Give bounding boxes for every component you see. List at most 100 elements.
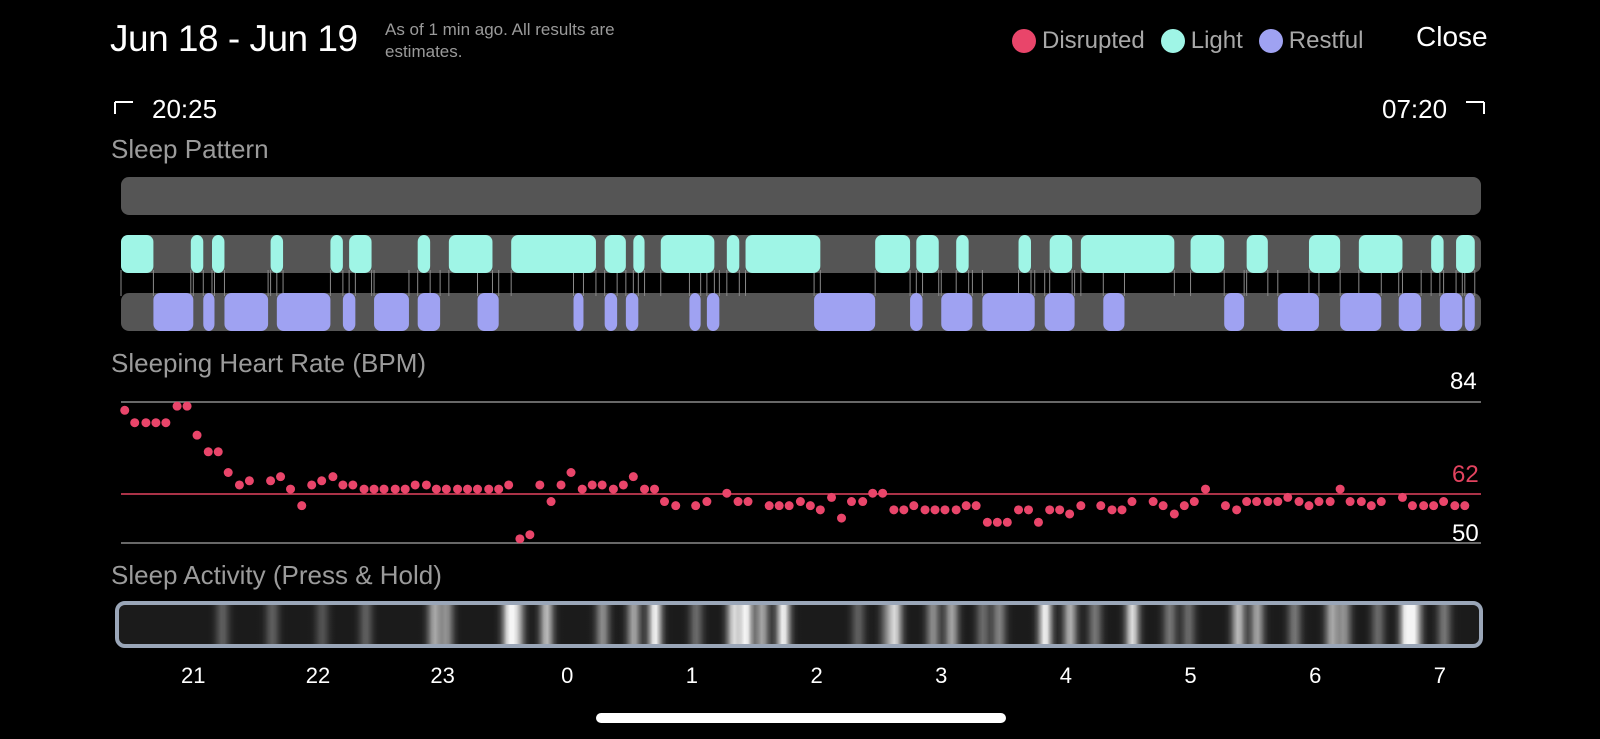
heart-rate-point — [1294, 497, 1304, 507]
heart-rate-point — [525, 530, 535, 540]
heart-rate-point — [743, 497, 753, 507]
heart-rate-point — [213, 447, 223, 457]
heart-rate-point — [1002, 517, 1012, 527]
axis-tick-label: 0 — [561, 663, 574, 688]
heart-rate-point — [992, 517, 1002, 527]
light-segment — [1358, 235, 1403, 273]
heart-rate-point — [827, 492, 837, 502]
light-segment — [745, 235, 821, 273]
light-segment — [211, 235, 225, 273]
heart-rate-point — [1014, 505, 1024, 515]
heart-rate-point — [889, 505, 899, 515]
restful-segment — [1340, 293, 1382, 331]
heart-rate-point — [328, 472, 338, 482]
heart-rate-point — [182, 401, 192, 411]
heart-rate-point — [1117, 505, 1127, 515]
restful-segment — [1398, 293, 1422, 331]
heart-rate-point — [691, 501, 701, 511]
light-segment — [726, 235, 740, 273]
heart-rate-point — [702, 497, 712, 507]
close-button[interactable]: Close — [1416, 21, 1488, 52]
heart-rate-point — [307, 480, 317, 490]
light-segment — [604, 235, 626, 273]
heart-rate-point — [951, 505, 961, 515]
restful-segment — [374, 293, 409, 331]
as-of-note: As of 1 min ago. All results are estimat… — [385, 20, 615, 61]
restful-dot-icon — [1258, 29, 1283, 53]
light-segment — [1018, 235, 1031, 273]
light-dot-icon — [1160, 29, 1185, 53]
heart-rate-point — [858, 497, 868, 507]
restful-segment — [1224, 293, 1245, 331]
heart-rate-point — [940, 505, 950, 515]
sleep-activity-heading: Sleep Activity (Press & Hold) — [111, 560, 442, 590]
heart-rate-point — [161, 418, 171, 428]
heart-rate-point — [1304, 501, 1314, 511]
heart-rate-point — [764, 501, 774, 511]
heart-rate-point — [244, 476, 254, 486]
heart-rate-point — [286, 484, 296, 494]
heart-rate-point — [597, 480, 607, 490]
heart-rate-point — [1314, 497, 1324, 507]
restful-segment — [417, 293, 441, 331]
restful-segment — [814, 293, 876, 331]
heart-rate-point — [1366, 501, 1376, 511]
heart-rate-point — [1376, 497, 1386, 507]
disrupted-dot-icon — [1012, 29, 1036, 53]
disrupted-track — [121, 177, 1481, 215]
restful-segment — [1044, 293, 1075, 331]
heart-rate-point — [805, 501, 815, 511]
restful-track — [121, 293, 1481, 331]
restful-segment — [604, 293, 618, 331]
heart-rate-point — [1419, 501, 1429, 511]
heart-rate-point — [733, 497, 743, 507]
legend-restful: Restful — [1258, 27, 1363, 55]
heart-rate-point — [1023, 505, 1033, 515]
heart-rate-point — [837, 513, 847, 523]
heart-rate-point — [203, 447, 213, 457]
heart-rate-point — [1045, 505, 1055, 515]
heart-rate-point — [1450, 501, 1460, 511]
heart-rate-point — [1429, 501, 1439, 511]
time-axis: 21 22 23 0 1 2 3 4 5 6 7 — [0, 663, 1600, 693]
light-segment — [417, 235, 431, 273]
heart-rate-point — [1127, 497, 1137, 507]
heart-rate-point — [1189, 497, 1199, 507]
heart-rate-point — [192, 430, 202, 440]
heart-rate-point — [441, 484, 451, 494]
heart-rate-point — [494, 484, 504, 494]
heart-rate-point — [369, 484, 379, 494]
sleep-pattern-chart[interactable] — [0, 170, 1600, 340]
heart-rate-point — [846, 497, 856, 507]
heart-rate-point — [961, 501, 971, 511]
heart-rate-point — [1252, 497, 1262, 507]
heart-rate-point — [400, 484, 410, 494]
light-segment — [121, 235, 154, 273]
heart-rate-point — [1169, 509, 1179, 519]
light-segments — [121, 235, 1475, 273]
heart-rate-point — [795, 497, 805, 507]
light-segment — [1246, 235, 1268, 273]
heart-rate-chart[interactable] — [0, 390, 1600, 550]
axis-tick-label: 4 — [1059, 663, 1073, 688]
axis-tick-label: 23 — [430, 663, 455, 688]
heart-rate-point — [1096, 501, 1106, 511]
heart-rate-point — [410, 480, 420, 490]
heart-rate-point — [930, 505, 940, 515]
home-indicator[interactable] — [596, 713, 1006, 723]
axis-tick-label: 21 — [181, 663, 206, 688]
light-segment — [1049, 235, 1073, 273]
restful-segment — [203, 293, 215, 331]
light-segment — [1308, 235, 1341, 273]
heart-rate-point — [618, 480, 628, 490]
axis-tick-label: 2 — [810, 663, 823, 688]
heart-rate-point — [577, 484, 587, 494]
legend-disrupted-label: Disrupted — [1042, 27, 1145, 54]
heart-rate-point — [1242, 497, 1252, 507]
light-segment — [660, 235, 715, 273]
heart-rate-point — [587, 480, 597, 490]
heart-rate-max-label: 84 — [1450, 368, 1477, 395]
sleep-activity-bar[interactable] — [115, 601, 1483, 648]
heart-rate-point — [535, 480, 545, 490]
heart-rate-point — [868, 488, 878, 498]
